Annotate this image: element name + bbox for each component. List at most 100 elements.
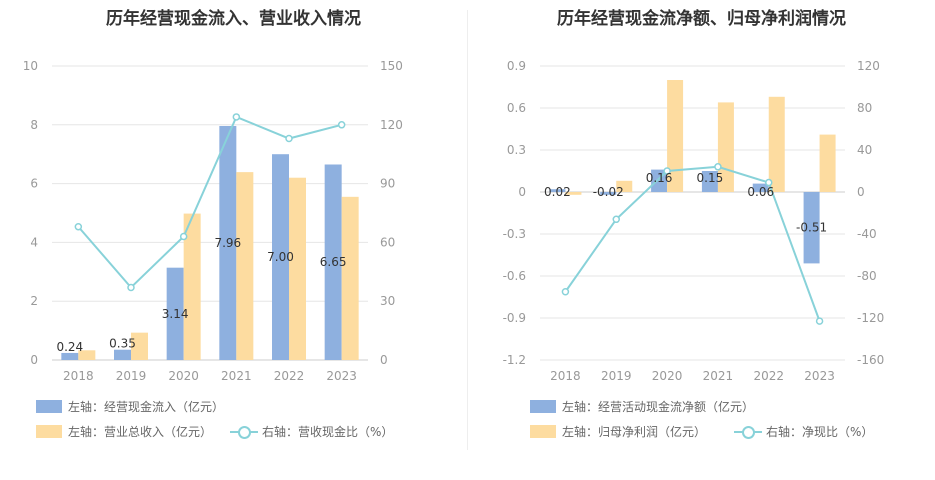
legend-label-cash-inflow: 左轴：经营现金流入（亿元） <box>68 400 225 414</box>
ratio-point <box>714 163 722 171</box>
legend-label-net-profit: 左轴：归母净利润（亿元） <box>562 425 707 439</box>
right-axis-tick-label: 60 <box>380 235 395 249</box>
bar-secondary <box>78 350 96 360</box>
x-axis-tick-label: 2023 <box>326 369 357 383</box>
legend-label-net-cash-ratio: 右轴：净现比（%） <box>766 425 874 439</box>
left-axis-tick-label: 0.6 <box>507 101 526 115</box>
ratio-point <box>765 178 773 187</box>
bar-primary <box>701 171 718 192</box>
right-axis-tick-label: 90 <box>380 177 395 191</box>
bar-data-label: 3.14 <box>162 307 189 321</box>
bar-data-label: 0.16 <box>646 171 673 185</box>
ratio-point <box>337 121 346 129</box>
left-axis-tick-label: 0.3 <box>507 143 526 157</box>
legend-item-net-profit[interactable]: 左轴：归母净利润（亿元） <box>530 423 706 440</box>
bar-data-label: 0.24 <box>56 340 83 354</box>
bar-data-label: -0.51 <box>796 221 827 235</box>
right-axis-tick-label: 120 <box>857 59 880 73</box>
right-axis-tick-label: 40 <box>857 143 872 157</box>
ratio-point <box>561 288 570 296</box>
bar-secondary <box>565 192 582 195</box>
bar-primary <box>600 192 617 195</box>
chart-title-left: 历年经营现金流入、营业收入情况 <box>106 9 361 29</box>
ratio-point <box>74 222 83 231</box>
bar-secondary <box>616 180 633 192</box>
legend-label-net-cash-flow: 左轴：经营活动现金流净额（亿元） <box>562 400 755 414</box>
legend-swatch-net-cash-flow <box>530 400 556 413</box>
bar-secondary <box>131 332 148 360</box>
bar-data-label: 0.35 <box>109 337 136 351</box>
x-axis-tick-label: 2019 <box>116 369 147 383</box>
x-axis-tick-label: 2018 <box>63 369 94 383</box>
legend-item-revenue[interactable]: 左轴：营业总收入（亿元） <box>36 423 212 440</box>
right-axis-tick-label: -120 <box>857 311 884 325</box>
ratio-point <box>232 113 241 121</box>
legend-item-cash-inflow[interactable]: 左轴：经营现金流入（亿元） <box>36 398 224 415</box>
left-axis-tick-label: -1.2 <box>503 353 526 367</box>
right-axis-tick-label: -160 <box>857 353 884 367</box>
bar-primary <box>166 267 184 360</box>
left-axis-tick-label: 0.9 <box>507 59 526 73</box>
right-axis-tick-label: 150 <box>380 59 403 73</box>
bar-secondary <box>236 172 254 360</box>
bar-primary <box>61 352 79 360</box>
chart-left: 0 2 4 6 8 10 0 30 60 90 120 150 2018 2019 2020 2021 2022… <box>23 59 403 383</box>
bar-data-label: 7.96 <box>214 236 241 250</box>
x-axis-tick-label: 2021 <box>221 369 252 383</box>
bar-secondary <box>667 80 684 192</box>
right-axis-tick-label: 0 <box>380 353 388 367</box>
bar-primary <box>803 192 820 264</box>
left-axis-tick-label: 2 <box>30 294 38 308</box>
chart-panel-right: 历年经营现金流净额、归母净利润情况 -1.2 -0.9 -0.6 -0.3 0 0.3 0.… <box>468 0 935 480</box>
legend-swatch-revenue <box>36 425 62 438</box>
right-axis-tick-label: 30 <box>380 294 395 308</box>
left-axis-tick-label: -0.3 <box>503 227 526 241</box>
x-axis-tick-label: 2019 <box>601 369 632 383</box>
legend-swatch-cash-inflow <box>36 400 62 413</box>
bar-data-label: -0.02 <box>593 185 624 199</box>
legend-line-icon-net-ratio <box>734 425 762 439</box>
chart-right: -1.2 -0.9 -0.6 -0.3 0 0.3 0.6 0.9 -160 -120 -80 -40… <box>503 59 885 383</box>
chart-panel-left: 历年经营现金流入、营业收入情况 0 2 4 6 8 10 0 30 60 90 120 150 2018… <box>0 0 467 480</box>
bar-secondary <box>183 213 201 360</box>
ratio-point <box>179 232 188 241</box>
bar-primary <box>324 164 342 360</box>
legend-item-revenue-cash-ratio[interactable]: 右轴：营收现金比（%） <box>230 423 393 440</box>
legend-label-revenue: 左轴：营业总收入（亿元） <box>68 425 213 439</box>
bar-primary <box>752 183 769 192</box>
x-axis-tick-label: 2022 <box>274 369 305 383</box>
bar-primary <box>219 125 237 360</box>
chart-title-right: 历年经营现金流净额、归母净利润情况 <box>557 9 846 29</box>
ratio-point <box>285 134 293 143</box>
ratio-line <box>564 165 821 322</box>
ratio-point <box>612 215 620 224</box>
bar-primary <box>549 189 566 192</box>
left-axis-tick-label: 4 <box>30 235 38 249</box>
x-axis-tick-label: 2020 <box>168 369 199 383</box>
left-axis-tick-label: 8 <box>30 118 38 132</box>
right-axis-tick-label: 80 <box>857 101 872 115</box>
bar-secondary <box>289 177 306 360</box>
bar-data-label: 0.02 <box>544 185 571 199</box>
x-axis-tick-label: 2023 <box>804 369 835 383</box>
bar-primary <box>272 154 289 360</box>
left-axis-tick-label: -0.9 <box>503 311 526 325</box>
bar-data-label: 7.00 <box>267 250 294 264</box>
ratio-point <box>127 283 135 292</box>
bar-data-label: 6.65 <box>320 255 347 269</box>
left-axis-tick-label: 0 <box>518 185 526 199</box>
bar-primary <box>114 349 131 360</box>
bar-data-label: 0.06 <box>747 185 774 199</box>
legend-swatch-net-profit <box>530 425 556 438</box>
right-axis-tick-label: 120 <box>380 118 403 132</box>
left-axis-tick-label: 6 <box>30 177 38 191</box>
panel-divider <box>467 10 468 450</box>
right-axis-tick-label: 0 <box>857 185 865 199</box>
legend-item-net-cash-ratio[interactable]: 右轴：净现比（%） <box>734 423 873 440</box>
x-axis-tick-label: 2021 <box>703 369 734 383</box>
legend-label-revenue-cash-ratio: 右轴：营收现金比（%） <box>262 425 394 439</box>
ratio-point <box>663 167 671 175</box>
legend-item-net-cash-flow[interactable]: 左轴：经营活动现金流净额（亿元） <box>530 398 754 415</box>
x-axis-tick-label: 2022 <box>753 369 784 383</box>
bar-secondary <box>341 196 359 360</box>
